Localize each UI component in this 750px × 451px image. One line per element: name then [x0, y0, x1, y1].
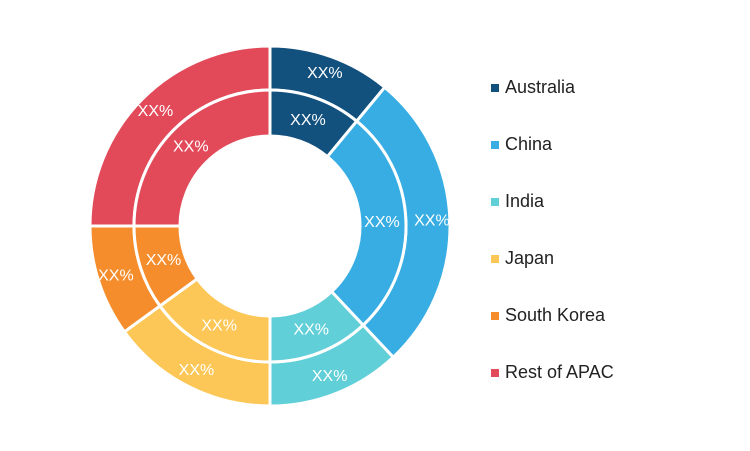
inner-label-rest-of-apac: XX%: [173, 138, 209, 155]
legend-label-china: China: [505, 134, 553, 154]
legend-swatch-rest-of-apac: [491, 369, 499, 377]
legend-label-india: India: [505, 191, 545, 211]
outer-label-japan: XX%: [179, 362, 215, 379]
legend-label-australia: Australia: [505, 77, 576, 97]
legend-item-china: China: [491, 131, 614, 188]
inner-label-india: XX%: [293, 322, 329, 339]
legend-item-japan: Japan: [491, 245, 614, 302]
outer-label-south-korea: XX%: [98, 268, 134, 285]
inner-slice-rest-of-apac: [132, 88, 272, 228]
inner-label-south-korea: XX%: [146, 252, 182, 269]
legend-item-australia: Australia: [491, 74, 614, 131]
outer-label-australia: XX%: [307, 65, 343, 82]
outer-label-india: XX%: [312, 368, 348, 385]
legend-label-rest-of-apac: Rest of APAC: [505, 362, 614, 382]
outer-label-china: XX%: [414, 212, 450, 229]
legend-item-rest-of-apac: Rest of APAC: [491, 359, 614, 416]
legend-swatch-australia: [491, 84, 499, 92]
chart-rings: [88, 44, 452, 408]
legend: Australia China India Japan South Korea …: [491, 74, 614, 416]
legend-label-south-korea: South Korea: [505, 305, 606, 325]
inner-label-japan: XX%: [201, 317, 237, 334]
legend-swatch-south-korea: [491, 312, 499, 320]
legend-item-south-korea: South Korea: [491, 302, 614, 359]
legend-label-japan: Japan: [505, 248, 555, 268]
legend-item-india: India: [491, 188, 614, 245]
outer-label-rest-of-apac: XX%: [138, 103, 174, 120]
legend-swatch-india: [491, 198, 499, 206]
inner-label-china: XX%: [364, 214, 400, 231]
chart-labels: XX% XX% XX% XX% XX% XX% XX% XX% XX% XX% XX% XX%: [98, 65, 450, 385]
legend-swatch-japan: [491, 255, 499, 263]
inner-label-australia: XX%: [290, 112, 326, 129]
legend-swatch-china: [491, 141, 499, 149]
